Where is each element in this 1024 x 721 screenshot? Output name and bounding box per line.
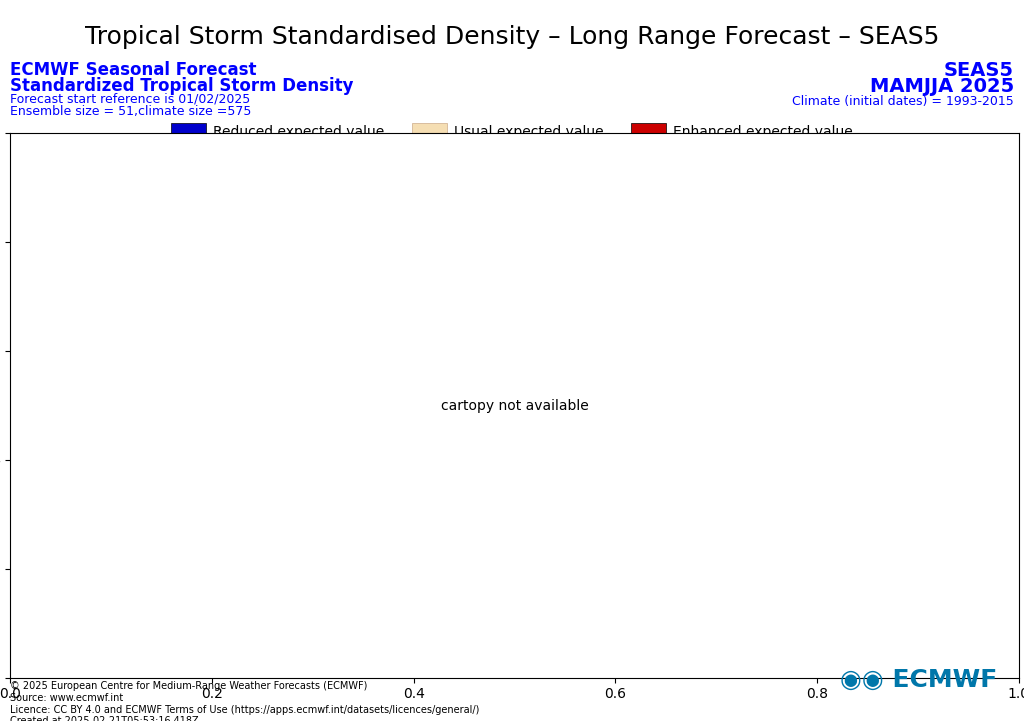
- Text: cartopy not available: cartopy not available: [440, 399, 589, 412]
- Text: ◉◉ ECMWF: ◉◉ ECMWF: [840, 668, 997, 692]
- Text: SEAS5: SEAS5: [944, 61, 1014, 80]
- Text: Tropical Storm Standardised Density – Long Range Forecast – SEAS5: Tropical Storm Standardised Density – Lo…: [85, 25, 939, 49]
- Text: Forecast start reference is 01/02/2025: Forecast start reference is 01/02/2025: [10, 92, 251, 105]
- Text: MAMJJA 2025: MAMJJA 2025: [869, 77, 1014, 96]
- Text: Standardized Tropical Storm Density: Standardized Tropical Storm Density: [10, 77, 353, 95]
- Text: Climate (initial dates) = 1993-2015: Climate (initial dates) = 1993-2015: [792, 95, 1014, 108]
- Text: Ensemble size = 51,climate size =575: Ensemble size = 51,climate size =575: [10, 105, 252, 118]
- Text: © 2025 European Centre for Medium-Range Weather Forecasts (ECMWF)
Source: www.ec: © 2025 European Centre for Medium-Range …: [10, 681, 479, 721]
- Legend: Reduced expected value, Usual expected value, Enhanced expected value: Reduced expected value, Usual expected v…: [167, 119, 857, 144]
- Text: ECMWF Seasonal Forecast: ECMWF Seasonal Forecast: [10, 61, 257, 79]
